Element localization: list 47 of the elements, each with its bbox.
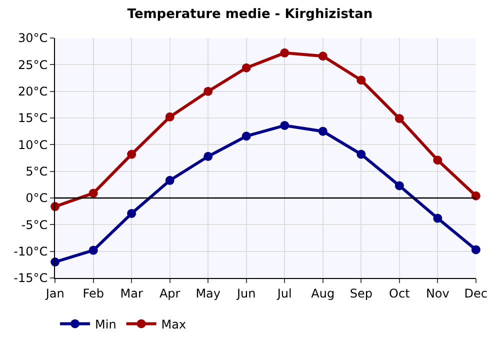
y-tick-label: -15°C <box>14 271 48 286</box>
y-tick-label: 15°C <box>18 111 48 126</box>
point <box>127 150 136 159</box>
x-tick-label: Jun <box>236 286 256 300</box>
y-tick-label: 5°C <box>26 164 48 179</box>
x-tick-label: Jul <box>276 286 292 300</box>
x-tick-label: Jan <box>44 286 64 300</box>
point <box>318 52 328 61</box>
point <box>88 188 98 198</box>
x-tick-label: May <box>196 286 221 300</box>
point <box>242 63 251 72</box>
x-tick-label: Aug <box>311 286 335 300</box>
point <box>318 126 328 136</box>
x-tick-label: Dec <box>464 286 488 300</box>
y-tick-label: 25°C <box>18 58 48 72</box>
point <box>165 112 174 122</box>
y-tick-label: 0°C <box>26 191 48 206</box>
x-tick-label: Sep <box>350 286 372 300</box>
point <box>242 132 251 141</box>
y-tick-label: 30°C <box>18 31 48 46</box>
x-tick-label: Apr <box>159 286 180 300</box>
point <box>204 152 213 161</box>
point <box>394 181 404 190</box>
x-tick-label: Oct <box>389 286 410 300</box>
point <box>204 86 213 96</box>
y-tick-label: -5°C <box>21 218 48 232</box>
point <box>165 176 174 185</box>
x-tick-label: Mar <box>120 286 143 300</box>
point <box>88 246 98 255</box>
point <box>280 48 290 58</box>
point <box>433 214 442 223</box>
chart-title: Temperature medie - Kirghizistan <box>127 6 373 22</box>
point <box>356 76 366 85</box>
y-tick-label: -10°C <box>14 244 48 259</box>
point <box>356 150 366 159</box>
point <box>394 114 404 124</box>
x-tick-label: Nov <box>426 286 450 300</box>
point <box>471 191 480 200</box>
point <box>280 120 290 130</box>
legend-label: Max <box>161 317 186 332</box>
y-tick-label: 20°C <box>18 84 48 99</box>
legend-label: Min <box>95 317 116 332</box>
x-tick-label: Feb <box>82 286 104 300</box>
point <box>127 208 136 218</box>
point <box>433 156 442 165</box>
y-tick-label: 10°C <box>18 138 48 152</box>
point <box>471 245 480 254</box>
